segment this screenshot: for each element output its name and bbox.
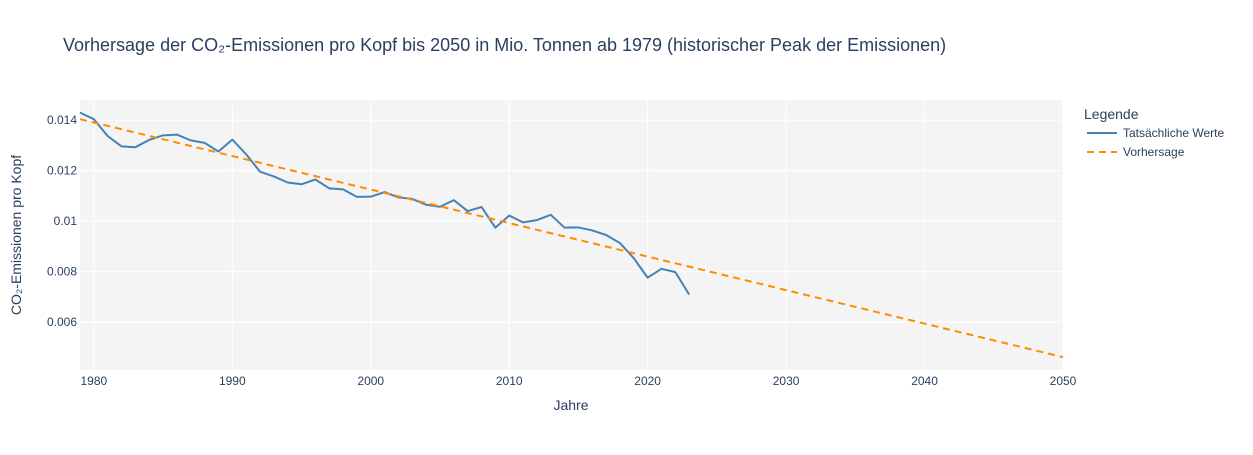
legend: Legende Tatsächliche Werte Vorhersage — [1084, 106, 1224, 159]
x-tick-label: 2050 — [1050, 374, 1077, 388]
y-axis-title: CO₂-Emissionen pro Kopf — [8, 155, 24, 315]
plot-background — [80, 100, 1063, 370]
y-tick-label: 0.014 — [47, 113, 77, 127]
y-tick-label: 0.01 — [54, 214, 78, 228]
forecast-series-line[interactable] — [79, 118, 1064, 359]
series-layer — [79, 111, 1064, 359]
grid-lines — [80, 100, 1064, 370]
y-tick-label: 0.012 — [47, 164, 77, 178]
y-tick-label: 0.008 — [47, 265, 77, 279]
legend-label-actual: Tatsächliche Werte — [1123, 126, 1224, 140]
x-axis-title: Jahre — [553, 397, 588, 413]
x-tick-label: 2030 — [773, 374, 800, 388]
legend-item-forecast[interactable]: Vorhersage — [1087, 145, 1185, 159]
y-axis-ticks: 0.006 0.008 0.01 0.012 0.014 — [47, 113, 77, 329]
legend-item-actual[interactable]: Tatsächliche Werte — [1087, 126, 1224, 140]
legend-title: Legende — [1084, 106, 1139, 122]
chart-title: Vorhersage der CO₂-Emissionen pro Kopf b… — [63, 35, 946, 55]
legend-label-forecast: Vorhersage — [1123, 145, 1185, 159]
x-tick-label: 1990 — [219, 374, 246, 388]
x-tick-label: 1980 — [80, 374, 107, 388]
x-tick-label: 2010 — [496, 374, 523, 388]
x-tick-label: 2020 — [634, 374, 661, 388]
y-tick-label: 0.006 — [47, 315, 77, 329]
x-tick-label: 2040 — [911, 374, 938, 388]
x-axis-ticks: 1980 1990 2000 2010 2020 2030 2040 2050 — [80, 374, 1076, 388]
x-tick-label: 2000 — [357, 374, 384, 388]
